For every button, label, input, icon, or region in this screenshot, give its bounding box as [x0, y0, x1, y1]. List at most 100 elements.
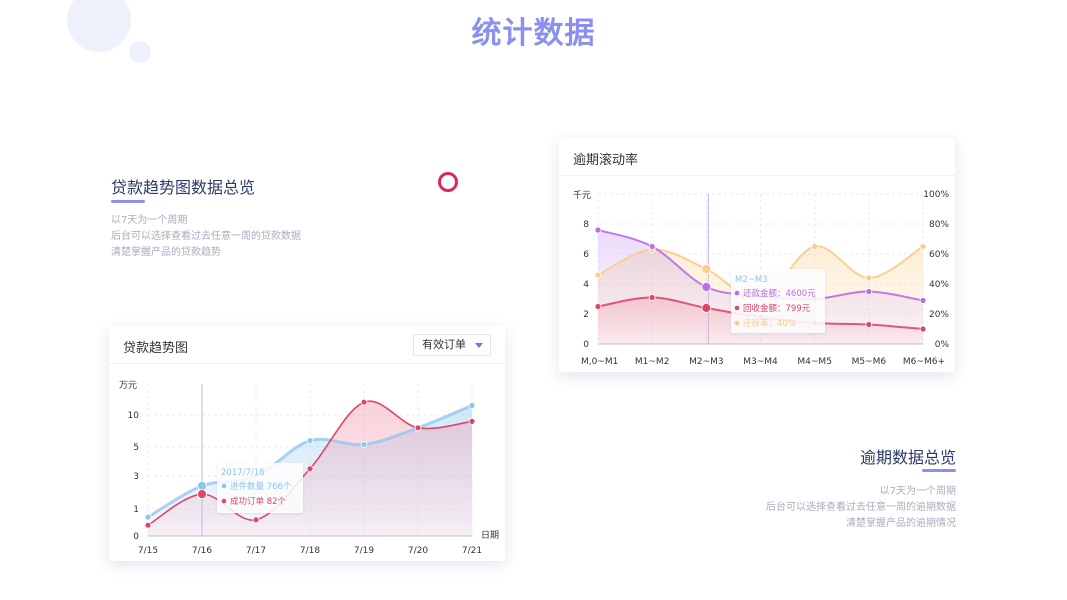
desc-line: 清楚掌握产品的逾期情况 — [846, 518, 956, 529]
legend-dot-red — [734, 305, 740, 311]
y-tick-label: 1 — [133, 505, 139, 515]
data-point — [594, 226, 602, 234]
y-right-tick-label: 40% — [929, 280, 949, 290]
data-point — [252, 516, 260, 524]
y-tick-label: 4 — [583, 280, 589, 290]
y-tick-label: 3 — [133, 472, 139, 482]
data-point — [865, 274, 873, 282]
data-point — [701, 303, 712, 313]
overdue-rate-card: 逾期滚动率 千元 0 2 4 6 8 0% 20% 40% 60% 80% 100% M,0~M1 M1~… — [559, 138, 955, 372]
y-axis-label: 千元 — [573, 190, 591, 201]
desc-line: 以7天为一个周期 — [111, 215, 188, 226]
y-right-tick-label: 80% — [929, 220, 949, 230]
x-tick-label: 7/21 — [462, 546, 482, 556]
card-header: 逾期滚动率 — [559, 138, 955, 176]
loan-tooltip: 2017/7/16 进件数量 766个 成功订单 82个 — [217, 463, 303, 513]
card-header: 贷款趋势图 有效订单 — [109, 326, 505, 364]
legend-dot-purple — [734, 290, 740, 296]
data-point — [919, 325, 927, 333]
loan-section-title: 贷款趋势图数据总览 — [111, 178, 256, 197]
tooltip-date: 2017/7/16 — [221, 468, 265, 478]
data-point — [594, 303, 602, 310]
card-title: 逾期滚动率 — [573, 153, 639, 168]
x-tick-label: 7/20 — [408, 546, 428, 556]
overdue-tooltip: M2~M3 还款金额：4600元 回收金额：799元 迁移率：40% — [731, 269, 825, 333]
tooltip-line-3: 迁移率：40% — [743, 318, 796, 329]
series-area-1 — [148, 401, 472, 536]
x-tick-label: M4~M5 — [797, 357, 832, 367]
loan-section-desc: 以7天为一个周期 后台可以选择查看过去任意一周的贷款数据 清楚掌握产品的贷款趋势 — [111, 213, 301, 261]
data-point — [919, 243, 927, 250]
legend-dot-red — [221, 498, 227, 504]
decor-circle-large — [67, 0, 131, 52]
x-tick-label: M6~M6+ — [903, 357, 945, 367]
desc-line: 清楚掌握产品的贷款趋势 — [111, 247, 221, 258]
data-point — [144, 521, 152, 529]
decor-circle-small — [129, 41, 151, 63]
data-point — [306, 437, 314, 444]
legend-dot-blue — [221, 483, 227, 489]
y-tick-label: 2 — [583, 310, 589, 320]
x-tick-label: M5~M6 — [852, 357, 887, 367]
data-point — [701, 264, 712, 274]
desc-line: 以7天为一个周期 — [879, 486, 956, 497]
page-title: 统计数据 — [471, 16, 596, 51]
tooltip-line-1: 进件数量 766个 — [230, 481, 292, 492]
overdue-section-desc: 以7天为一个周期 后台可以选择查看过去任意一周的逾期数据 清楚掌握产品的逾期情况 — [766, 484, 956, 532]
x-tick-label: M3~M4 — [743, 357, 778, 367]
y-tick-label: 6 — [583, 250, 589, 260]
data-point — [811, 243, 819, 250]
tooltip-line-1: 还款金额：4600元 — [743, 288, 816, 299]
y-right-tick-label: 0% — [935, 340, 950, 350]
tooltip-box — [217, 463, 303, 513]
data-point — [594, 271, 602, 279]
data-point — [648, 294, 656, 301]
x-tick-label: 7/19 — [354, 546, 374, 556]
x-tick-label: 7/15 — [138, 546, 158, 556]
x-tick-label: M1~M2 — [635, 357, 670, 367]
dropdown-value: 有效订单 — [422, 338, 466, 351]
card-title: 贷款趋势图 — [123, 341, 189, 356]
y-right-tick-label: 100% — [923, 190, 949, 200]
y-tick-label: 5 — [133, 443, 139, 453]
x-axis-label: 日期 — [481, 530, 499, 541]
x-tick-label: M,0~M1 — [581, 357, 618, 367]
x-tick-label: 7/16 — [192, 546, 212, 556]
data-point — [919, 297, 927, 304]
loan-trend-card: 贷款趋势图 有效订单 万元 0 1 3 5 10 7/15 7/16 7/17 7/18 7/19 7… — [109, 326, 505, 561]
data-point — [197, 480, 207, 491]
data-point — [701, 282, 712, 292]
caret-down-icon — [475, 343, 483, 348]
data-point — [414, 424, 422, 432]
overdue-section-title: 逾期数据总览 — [859, 448, 956, 467]
x-tick-label: 7/18 — [300, 546, 320, 556]
loan-section-underline — [111, 200, 145, 203]
data-point — [360, 398, 368, 406]
y-right-tick-label: 60% — [929, 250, 949, 260]
data-point — [468, 402, 476, 409]
y-right-tick-label: 20% — [929, 310, 949, 320]
data-point — [648, 243, 656, 250]
order-type-dropdown[interactable]: 有效订单 — [413, 334, 491, 356]
y-axis-label: 万元 — [119, 381, 137, 391]
legend-dot-orange — [734, 320, 740, 326]
data-point — [865, 321, 873, 328]
y-tick-label: 8 — [583, 220, 589, 230]
y-tick-label: 0 — [583, 340, 589, 350]
y-tick-label: 10 — [128, 411, 140, 421]
overdue-section-underline — [922, 469, 956, 472]
x-tick-label: 7/17 — [246, 546, 266, 556]
tooltip-box — [731, 269, 825, 333]
y-tick-label: 0 — [133, 532, 139, 542]
tooltip-title: M2~M3 — [735, 275, 768, 285]
loan-trend-chart: 万元 0 1 3 5 10 7/15 7/16 7/17 7/18 7/19 7/20 7/21 日期 2… — [119, 381, 499, 556]
data-point — [468, 418, 476, 425]
data-point — [360, 441, 368, 448]
decor-ring — [438, 172, 458, 192]
tooltip-line-2: 回收金额：799元 — [743, 303, 811, 314]
desc-line: 后台可以选择查看过去任意一周的逾期数据 — [766, 502, 956, 513]
data-point — [144, 513, 152, 521]
desc-line: 后台可以选择查看过去任意一周的贷款数据 — [111, 231, 301, 242]
data-point — [865, 288, 873, 295]
